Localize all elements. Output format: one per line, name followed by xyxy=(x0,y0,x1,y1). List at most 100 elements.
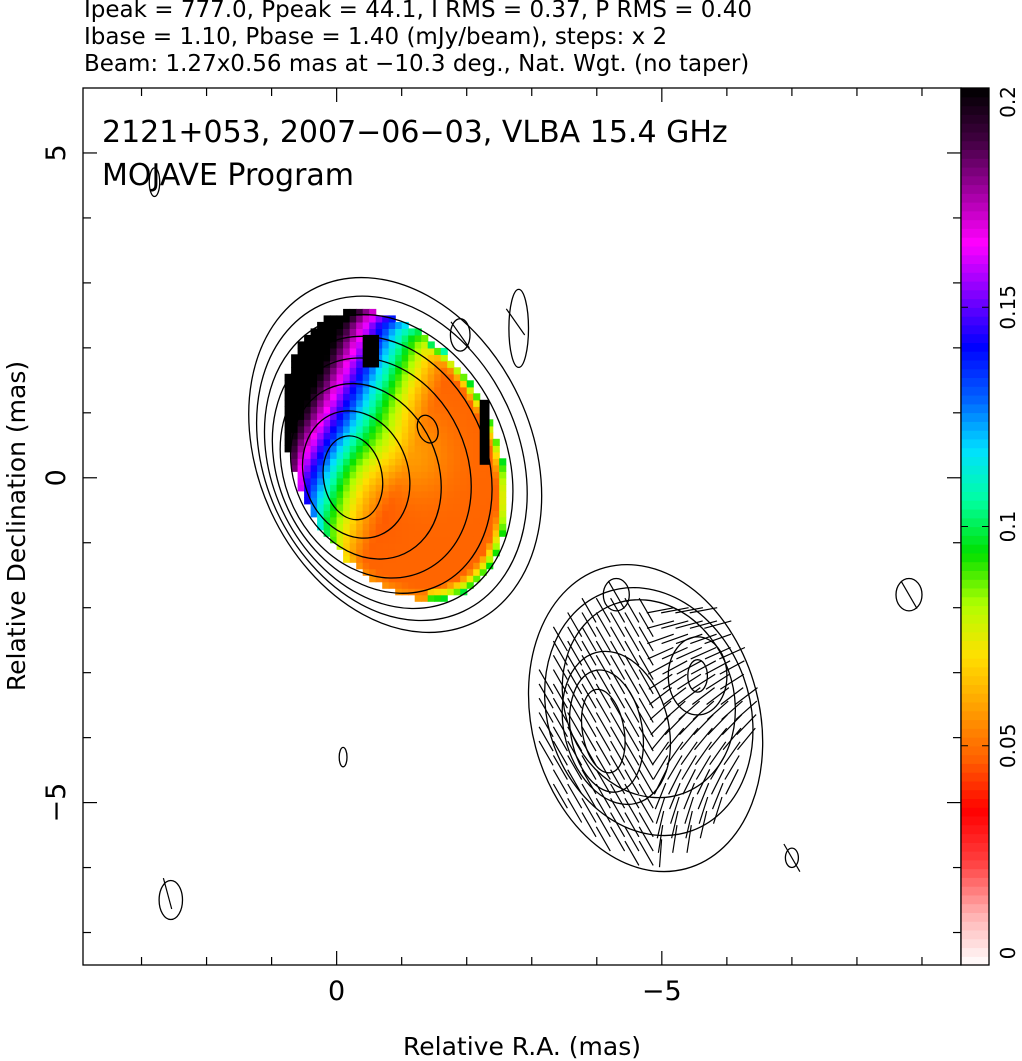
pol-pixel xyxy=(453,406,461,414)
pol-pixel xyxy=(460,503,468,511)
pol-pixel xyxy=(492,529,500,537)
evpa-vector xyxy=(610,755,626,780)
pol-pixel xyxy=(492,490,500,498)
evpa-vector xyxy=(552,783,568,809)
pol-pixel xyxy=(336,445,344,453)
pol-pixel xyxy=(356,464,364,472)
pol-pixel xyxy=(330,516,338,524)
pol-pixel xyxy=(408,438,416,446)
colorbar-band xyxy=(961,202,989,212)
evpa-vector xyxy=(638,597,654,623)
pol-pixel xyxy=(369,308,377,316)
colorbar-band xyxy=(961,193,989,203)
pol-pixel xyxy=(421,406,429,414)
evpa-vector xyxy=(610,812,626,838)
pol-pixel xyxy=(297,341,305,349)
pol-pixel xyxy=(375,412,383,420)
colorbar-band xyxy=(961,780,989,791)
colorbar-band xyxy=(961,140,989,150)
pol-pixel xyxy=(382,380,390,388)
pol-pixel xyxy=(336,360,344,368)
pol-pixel xyxy=(343,425,351,433)
pol-pixel xyxy=(395,341,403,349)
pol-pixel xyxy=(362,380,370,388)
pol-pixel xyxy=(330,386,338,394)
pol-pixel xyxy=(369,419,377,427)
evpa-vector xyxy=(706,700,729,721)
pol-pixel xyxy=(473,510,481,518)
colorbar-band xyxy=(961,482,989,492)
pol-pixel xyxy=(336,529,344,537)
pol-pixel xyxy=(460,555,468,563)
pol-pixel xyxy=(453,490,461,498)
evpa-vector xyxy=(719,673,745,690)
pol-pixel xyxy=(408,328,416,336)
pol-pixel xyxy=(362,523,370,531)
pol-pixel xyxy=(330,451,338,459)
pol-pixel xyxy=(349,484,357,492)
pol-pixel xyxy=(421,594,429,602)
evpa-vector xyxy=(705,660,731,675)
jet-knot-contour xyxy=(543,586,754,837)
pol-pixel xyxy=(317,458,325,466)
evpa-vector xyxy=(638,812,654,838)
pol-pixel xyxy=(453,588,461,596)
pol-pixel xyxy=(473,516,481,524)
pol-pixel xyxy=(447,438,455,446)
pol-pixel xyxy=(323,497,331,505)
pol-pixel xyxy=(447,588,455,596)
pol-pixel xyxy=(388,549,396,557)
pol-pixel xyxy=(401,523,409,531)
pol-pixel xyxy=(349,536,357,544)
evpa-vector xyxy=(567,726,583,752)
colorbar-band xyxy=(961,956,989,966)
pol-pixel xyxy=(421,367,429,375)
pol-pixel xyxy=(310,477,318,485)
pol-pixel xyxy=(330,321,338,329)
pol-pixel xyxy=(479,536,487,544)
pol-pixel xyxy=(356,367,364,375)
pol-pixel xyxy=(440,555,448,563)
pol-pixel xyxy=(291,406,299,414)
pol-pixel xyxy=(473,399,481,407)
pol-pixel xyxy=(356,419,364,427)
evpa-vector xyxy=(624,826,640,852)
pol-pixel xyxy=(388,354,396,362)
colorbar-band xyxy=(961,228,989,238)
pol-pixel xyxy=(304,497,312,505)
evpa-vector xyxy=(624,769,640,795)
pol-pixel xyxy=(447,419,455,427)
pol-pixel xyxy=(460,445,468,453)
pol-pixel xyxy=(388,562,396,570)
pol-pixel xyxy=(375,451,383,459)
evpa-vector xyxy=(654,782,667,810)
pol-pixel xyxy=(304,477,312,485)
evpa-vector xyxy=(638,740,654,766)
pol-pixel xyxy=(421,536,429,544)
pol-pixel xyxy=(343,308,351,316)
colorbar-band xyxy=(961,219,989,229)
evpa-vector xyxy=(638,797,654,823)
evpa-vector xyxy=(595,826,611,852)
pol-pixel xyxy=(453,471,461,479)
evpa-vector xyxy=(698,796,709,824)
pol-pixel xyxy=(486,536,494,544)
evpa-vector xyxy=(552,683,568,709)
noise-contour xyxy=(508,288,530,369)
pol-pixel xyxy=(356,445,364,453)
pol-pixel xyxy=(447,445,455,453)
colorbar-band xyxy=(961,737,989,747)
pol-pixel xyxy=(408,419,416,427)
colorbar-band xyxy=(961,815,989,826)
pol-pixel xyxy=(336,484,344,492)
pol-pixel xyxy=(479,510,487,518)
pol-pixel xyxy=(343,523,351,531)
pol-pixel xyxy=(427,490,435,498)
pol-pixel xyxy=(466,484,474,492)
evpa-vector xyxy=(638,612,654,638)
pol-pixel xyxy=(375,399,383,407)
pol-pixel xyxy=(466,542,474,550)
pol-pixel xyxy=(427,464,435,472)
evpa-vector xyxy=(712,796,723,824)
pol-pixel xyxy=(460,432,468,440)
